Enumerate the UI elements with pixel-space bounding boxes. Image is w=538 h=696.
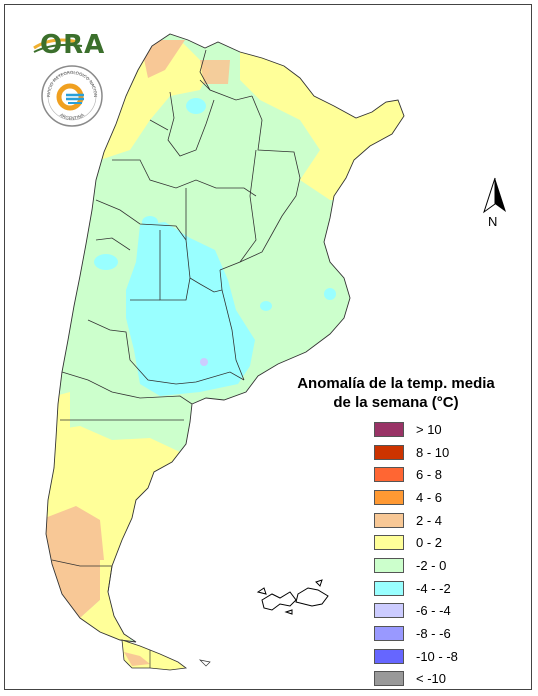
legend-label: 4 - 6	[416, 489, 443, 505]
legend-swatch	[374, 603, 404, 619]
legend-label: > 10	[416, 421, 442, 437]
legend-item: -4 - -2	[374, 577, 458, 600]
ora-logo-text: ORA	[40, 30, 106, 60]
legend-swatch	[374, 421, 404, 437]
province-borders	[51, 49, 301, 593]
legend-item: -10 - -8	[374, 645, 458, 668]
legend-swatch	[374, 444, 404, 460]
map-frame	[4, 4, 532, 690]
legend-swatch	[374, 671, 404, 687]
legend-label: -10 - -8	[416, 648, 458, 664]
legend-label: -6 - -4	[416, 603, 451, 619]
ora-logo: ORA	[32, 28, 104, 62]
legend-item: < -10	[374, 668, 458, 691]
legend-title-line2: de la semana (°C)	[333, 394, 459, 411]
legend-title: Anomalía de la temp. media de la semana …	[276, 374, 516, 412]
legend-item: -6 - -4	[374, 600, 458, 623]
legend-item: 4 - 6	[374, 486, 458, 509]
legend-label: 2 - 4	[416, 512, 443, 528]
legend-swatch	[374, 489, 404, 505]
legend-swatch	[374, 648, 404, 664]
north-arrow: N	[480, 176, 510, 230]
legend-label: 0 - 2	[416, 535, 443, 551]
legend-item: 2 - 4	[374, 509, 458, 532]
legend-swatch	[374, 557, 404, 573]
smn-logo: SERVICIO METEOROLOGICO NACIONAL ARGENTIN…	[39, 60, 104, 128]
legend-label: < -10	[416, 671, 446, 687]
legend-item: > 10	[374, 418, 458, 441]
north-label: N	[488, 214, 498, 229]
legend-label: -8 - -6	[416, 626, 451, 642]
tierra-del-fuego	[121, 639, 211, 671]
legend-label: 8 - 10	[416, 444, 450, 460]
legend: > 10 8 - 10 6 - 8 4 - 6 2 - 4 0 - 2 -2 -…	[374, 418, 458, 690]
legend-label: 6 - 8	[416, 467, 443, 483]
country-outline	[45, 33, 405, 643]
legend-item: 8 - 10	[374, 441, 458, 464]
legend-swatch	[374, 535, 404, 551]
legend-swatch	[374, 512, 404, 528]
legend-title-line1: Anomalía de la temp. media	[297, 375, 495, 392]
legend-swatch	[374, 467, 404, 483]
legend-swatch	[374, 580, 404, 596]
legend-item: 0 - 2	[374, 531, 458, 554]
legend-swatch	[374, 626, 404, 642]
legend-label: -4 - -2	[416, 580, 451, 596]
legend-item: -2 - 0	[374, 554, 458, 577]
legend-label: -2 - 0	[416, 557, 447, 573]
malvinas-islands	[256, 579, 329, 615]
legend-item: 6 - 8	[374, 463, 458, 486]
legend-item: -8 - -6	[374, 622, 458, 645]
